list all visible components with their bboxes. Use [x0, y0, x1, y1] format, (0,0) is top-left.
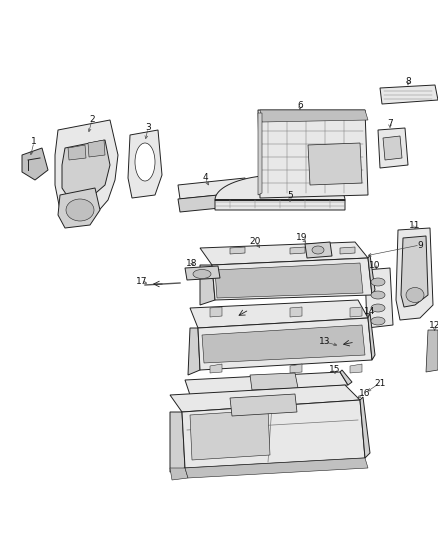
- Polygon shape: [368, 255, 375, 295]
- Polygon shape: [185, 372, 348, 395]
- Polygon shape: [360, 397, 370, 458]
- Polygon shape: [200, 265, 215, 305]
- Text: 6: 6: [297, 101, 303, 110]
- Polygon shape: [190, 410, 270, 460]
- Ellipse shape: [193, 270, 211, 279]
- Polygon shape: [185, 458, 368, 478]
- Polygon shape: [190, 300, 368, 328]
- Text: 2: 2: [89, 116, 95, 125]
- Polygon shape: [185, 266, 220, 280]
- Text: 21: 21: [374, 378, 386, 387]
- Polygon shape: [62, 140, 110, 200]
- Polygon shape: [210, 364, 222, 373]
- Polygon shape: [258, 113, 262, 195]
- Text: 1: 1: [31, 138, 37, 147]
- Text: 4: 4: [202, 174, 208, 182]
- Text: 18: 18: [186, 259, 198, 268]
- Ellipse shape: [312, 246, 324, 254]
- Polygon shape: [383, 136, 402, 160]
- Polygon shape: [350, 364, 362, 373]
- Polygon shape: [250, 373, 298, 390]
- Polygon shape: [210, 307, 222, 317]
- Text: 9: 9: [417, 240, 423, 249]
- Text: 15: 15: [329, 366, 341, 375]
- Polygon shape: [128, 130, 162, 198]
- Polygon shape: [290, 247, 305, 254]
- Polygon shape: [258, 110, 368, 198]
- Text: 5: 5: [287, 190, 293, 199]
- Polygon shape: [260, 110, 368, 122]
- Polygon shape: [215, 175, 345, 210]
- Ellipse shape: [66, 199, 94, 221]
- Text: 19: 19: [296, 233, 308, 243]
- Polygon shape: [350, 307, 362, 317]
- Polygon shape: [58, 188, 100, 228]
- Text: 12: 12: [429, 321, 438, 330]
- Polygon shape: [170, 468, 188, 480]
- Ellipse shape: [371, 278, 385, 286]
- Polygon shape: [248, 187, 255, 205]
- Text: 10: 10: [369, 261, 381, 270]
- Polygon shape: [368, 313, 375, 360]
- Text: 17: 17: [136, 278, 148, 287]
- Polygon shape: [365, 268, 393, 328]
- Text: 16: 16: [359, 389, 371, 398]
- Polygon shape: [215, 263, 363, 298]
- Text: 13: 13: [319, 337, 331, 346]
- Polygon shape: [230, 394, 297, 416]
- Polygon shape: [401, 236, 428, 307]
- Polygon shape: [170, 412, 185, 472]
- Polygon shape: [290, 364, 302, 373]
- Polygon shape: [212, 258, 372, 300]
- Ellipse shape: [371, 304, 385, 312]
- Polygon shape: [68, 145, 86, 160]
- Polygon shape: [340, 247, 355, 254]
- Polygon shape: [202, 325, 365, 363]
- Polygon shape: [178, 192, 250, 212]
- Polygon shape: [305, 242, 332, 258]
- Text: 20: 20: [249, 238, 261, 246]
- Text: 14: 14: [364, 308, 376, 317]
- Ellipse shape: [135, 143, 155, 181]
- Text: 11: 11: [409, 221, 421, 230]
- Polygon shape: [426, 330, 438, 372]
- Polygon shape: [55, 120, 118, 220]
- Polygon shape: [88, 140, 105, 157]
- Polygon shape: [188, 328, 200, 375]
- Polygon shape: [308, 143, 362, 185]
- Polygon shape: [378, 128, 408, 168]
- Polygon shape: [340, 370, 352, 385]
- Polygon shape: [178, 178, 248, 199]
- Polygon shape: [22, 148, 48, 180]
- Polygon shape: [198, 318, 372, 370]
- Polygon shape: [396, 228, 433, 320]
- Polygon shape: [170, 385, 360, 412]
- Text: 8: 8: [405, 77, 411, 86]
- Polygon shape: [380, 85, 438, 104]
- Polygon shape: [230, 247, 245, 254]
- Text: 3: 3: [145, 124, 151, 133]
- Text: 7: 7: [387, 119, 393, 128]
- Polygon shape: [290, 307, 302, 317]
- Ellipse shape: [371, 317, 385, 325]
- Ellipse shape: [406, 287, 424, 303]
- Polygon shape: [182, 400, 365, 468]
- Polygon shape: [200, 242, 368, 265]
- Ellipse shape: [371, 291, 385, 299]
